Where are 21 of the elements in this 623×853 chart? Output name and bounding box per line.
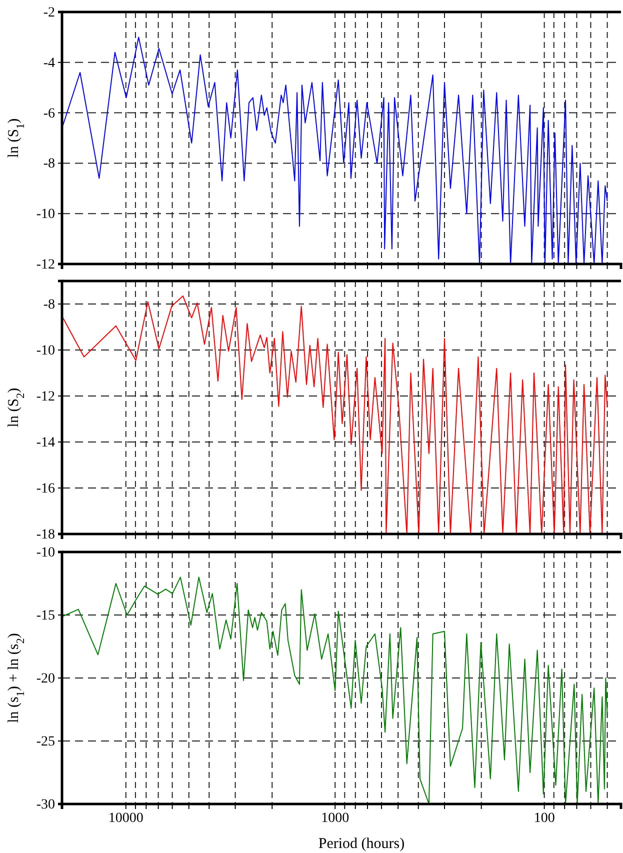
y-tick-label: -12 [36,257,55,272]
y-tick-label: -25 [36,734,55,750]
y-tick-label: -10 [36,545,55,560]
x-axis-title: Period (hours) [318,836,405,852]
y-tick-label: -6 [43,106,55,122]
x-tick-label: 100 [534,810,555,826]
y-tick-label: -8 [43,297,55,312]
y-tick-label: -4 [43,56,55,71]
y-tick-label: -14 [36,435,55,450]
y-tick-label: -18 [36,527,55,542]
y-tick-label: -2 [43,5,55,20]
y-tick-label: -8 [43,156,55,172]
y-tick-label: -30 [36,797,55,812]
y-tick-label: -10 [36,343,55,358]
y-tick-label: -16 [36,481,55,496]
x-tick-label: 1000 [321,810,350,826]
x-tick-label: 10000 [108,810,144,826]
y-tick-label: -15 [36,608,55,624]
y-tick-label: -20 [36,671,55,686]
y-tick-label: -10 [36,207,55,222]
y-tick-label: -12 [36,389,55,404]
